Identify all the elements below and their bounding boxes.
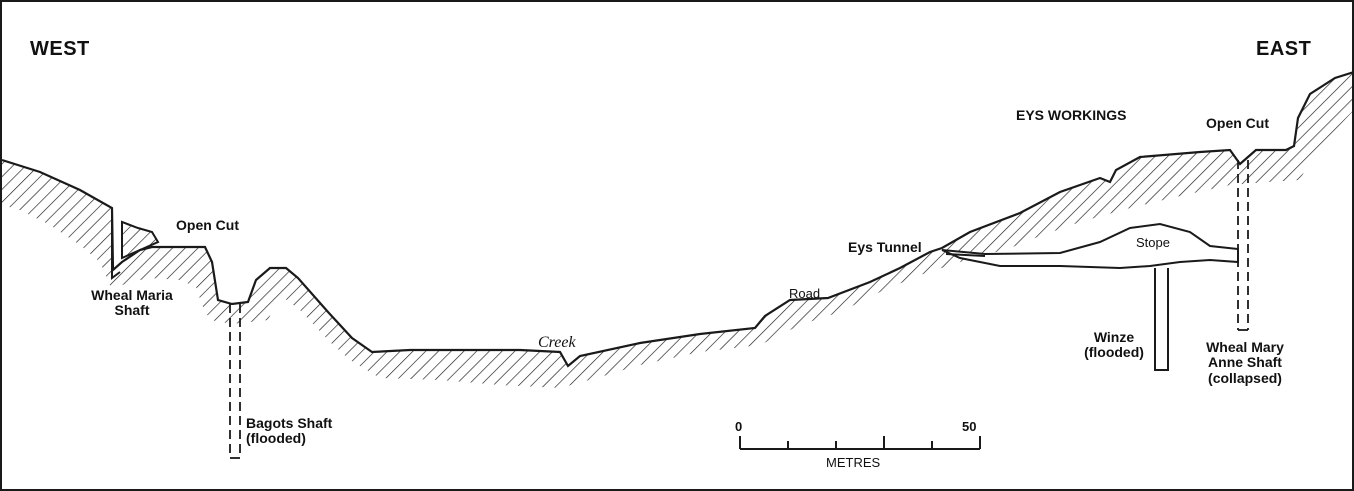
wheal-maria-label-line2: Shaft	[114, 302, 150, 319]
wheal-mary-anne-label-line2: Anne Shaft	[1208, 354, 1282, 371]
west-heading: WEST	[30, 38, 90, 60]
winze-label-line1: Winze	[1093, 329, 1135, 345]
spoil-heap	[121, 220, 160, 260]
eys-tunnel-floor	[945, 253, 986, 257]
winze-shaft	[1154, 268, 1169, 371]
wheal-maria-label-line1: Wheal Maria	[91, 287, 173, 303]
scale-bar	[739, 436, 981, 450]
bagots-shaft-label: Bagots Shaft (flooded)	[246, 415, 333, 447]
eys-workings-label: EYS WORKINGS	[1016, 107, 1127, 123]
bagots-shaft-label-line1: Bagots Shaft	[246, 415, 333, 431]
scale-max-label: 50	[962, 419, 977, 434]
wheal-mary-anne-label-line3: (collapsed)	[1208, 369, 1282, 386]
winze-label-line2: (flooded)	[1084, 344, 1144, 361]
stope-label: Stope	[1136, 235, 1170, 250]
wheal-maria-label: Wheal Maria Shaft	[72, 287, 192, 319]
open-cut-west-label: Open Cut	[176, 217, 239, 233]
ground-surface-line	[2, 71, 1352, 368]
eys-tunnel	[941, 222, 1239, 270]
wheal-mary-anne-label: Wheal Mary Anne Shaft (collapsed)	[1190, 339, 1300, 386]
scale-unit-label: METRES	[826, 455, 881, 470]
east-heading: EAST	[1256, 38, 1312, 60]
bagots-shaft	[229, 304, 241, 459]
road-label: Road	[789, 286, 821, 301]
wheal-mary-anne-label-line1: Wheal Mary	[1206, 339, 1284, 355]
scale-min-label: 0	[735, 419, 743, 434]
eys-tunnel-label: Eys Tunnel	[848, 239, 922, 255]
bagots-shaft-label-line2: (flooded)	[246, 430, 306, 447]
wheal-maria-shaft	[111, 208, 121, 280]
wheal-mary-anne-shaft	[1237, 160, 1249, 331]
winze-label: Winze (flooded)	[1074, 329, 1154, 361]
open-cut-east-label: Open Cut	[1206, 115, 1269, 131]
creek-label: Creek	[538, 334, 576, 351]
